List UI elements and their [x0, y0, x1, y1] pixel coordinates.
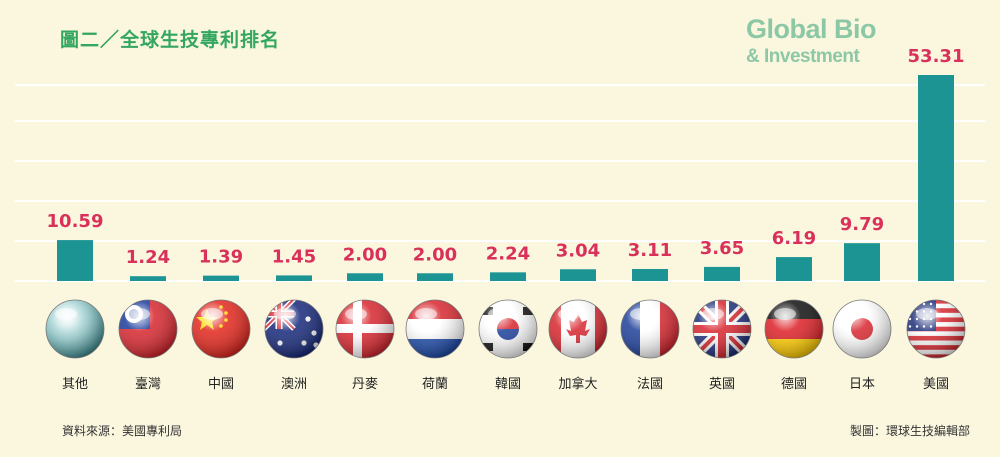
bar-value-label: 9.79 [840, 214, 884, 235]
category-label: 加拿大 [558, 376, 597, 392]
brand-logo-line2: & Investment [746, 46, 860, 67]
category-label: 丹麥 [352, 376, 378, 392]
brand-logo-line1: Global Bio [746, 14, 877, 44]
bar-value-label: 2.00 [413, 244, 457, 265]
flag-taiwan-icon [118, 299, 178, 359]
category-label: 荷蘭 [422, 376, 448, 392]
flag-australia-icon [264, 299, 324, 359]
bar [130, 276, 166, 281]
flag-canada-icon [548, 299, 608, 359]
bar-value-label: 3.65 [700, 238, 744, 259]
bar-value-label: 2.00 [343, 244, 387, 265]
category-label: 美國 [923, 377, 949, 392]
category-label: 澳洲 [281, 376, 307, 392]
category-label: 臺灣 [135, 377, 161, 392]
flag-netherlands-icon [405, 299, 465, 359]
bar-value-label: 10.59 [47, 211, 104, 232]
bar [417, 273, 453, 281]
bar-value-label: 3.04 [556, 240, 600, 261]
bar [347, 273, 383, 281]
bar [918, 75, 954, 281]
source-note: 資料來源：美國專利局 [62, 424, 183, 438]
category-label: 德國 [781, 377, 807, 392]
bar-value-label: 53.31 [908, 46, 965, 67]
flag-usa-icon [906, 299, 966, 359]
bar [203, 275, 239, 281]
globe-icon [45, 299, 105, 359]
flag-korea-icon [478, 299, 538, 359]
flag-germany-icon [764, 299, 824, 359]
bar [632, 268, 668, 281]
category-label: 中國 [208, 377, 234, 392]
bar [704, 266, 740, 281]
bar-value-label: 2.24 [486, 243, 530, 264]
category-label: 日本 [849, 377, 875, 392]
flag-france-icon [620, 299, 680, 359]
bar-value-label: 1.24 [126, 247, 170, 268]
category-label: 其他 [62, 377, 88, 392]
category-label: 英國 [709, 377, 735, 392]
category-label: 韓國 [495, 377, 521, 392]
flag-japan-icon [832, 299, 892, 359]
bar [276, 275, 312, 281]
bar [776, 257, 812, 281]
chart-title: 圖二／全球生技專利排名 [60, 29, 281, 51]
bar-value-label: 3.11 [628, 240, 672, 261]
flag-china-icon [191, 299, 251, 359]
bar-value-label: 1.45 [272, 246, 316, 267]
bar [560, 269, 596, 281]
bar [844, 243, 880, 281]
flag-denmark-icon [335, 299, 395, 359]
bar-value-label: 6.19 [772, 228, 816, 249]
bar [57, 240, 93, 281]
credit-note: 製圖：環球生技編輯部 [849, 424, 970, 438]
flag-uk-icon [692, 299, 752, 359]
bar [490, 272, 526, 281]
bar-value-label: 1.39 [199, 247, 243, 268]
category-label: 法國 [637, 377, 663, 392]
